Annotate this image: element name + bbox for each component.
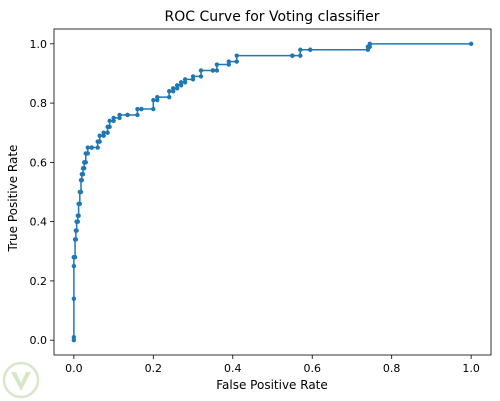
y-axis-ticks: 0.0 0.2 0.4 0.6 0.8 1.0 [30,38,54,347]
y-tick-label: 0.8 [30,97,48,110]
roc-point [80,172,86,177]
roc-point [170,86,176,91]
roc-point [97,139,102,144]
roc-point [107,124,112,129]
plot-frame [53,28,492,356]
y-axis-label: True Positive Rate [6,145,20,253]
roc-point [101,130,106,135]
roc-series [71,41,474,343]
roc-point [298,47,303,52]
x-tick-label: 0.8 [383,362,401,375]
roc-point [71,263,77,269]
roc-point [190,74,196,79]
roc-point [198,68,204,73]
roc-point [73,237,79,242]
roc-curve-line [73,43,472,341]
roc-point [72,255,78,260]
roc-point [75,219,81,224]
roc-point [107,118,112,124]
roc-point [210,68,216,73]
x-tick-label: 1.0 [462,362,480,375]
y-tick-label: 0.4 [30,216,48,229]
chart-title: ROC Curve for Voting classifier [165,9,380,25]
roc-point [77,201,83,207]
roc-point [85,151,90,156]
roc-point [214,68,220,73]
roc-point [125,112,130,118]
x-axis-label: False Positive Rate [216,378,328,392]
roc-point [85,145,90,150]
roc-point [298,53,303,58]
roc-point [139,106,144,112]
roc-point [95,145,100,150]
roc-point [234,53,239,58]
roc-point [89,145,94,150]
roc-point [83,160,88,165]
y-tick-label: 1.0 [30,38,48,51]
roc-point [111,115,116,121]
roc-point [135,106,140,112]
x-tick-label: 0.6 [303,362,321,375]
roc-point [105,130,110,135]
roc-point [214,62,220,67]
roc-point [151,106,156,112]
x-tick-label: 0.4 [224,362,242,375]
roc-point [117,112,122,118]
x-tick-label: 0.0 [65,362,83,375]
roc-point [198,74,204,79]
roc-point [174,83,180,88]
roc-point [367,41,373,47]
roc-point [308,47,313,52]
roc-point [78,189,84,195]
roc-point [151,97,156,103]
roc-point [468,41,474,47]
y-tick-label: 0.0 [30,334,48,347]
roc-point [79,177,85,183]
roc-point [135,112,140,118]
y-tick-label: 0.2 [30,275,48,288]
roc-point [226,59,231,64]
x-axis-ticks: 0.0 0.2 0.4 0.6 0.8 1.0 [65,355,480,375]
roc-point [97,133,102,138]
roc-point [71,335,77,340]
roc-point [234,59,239,64]
x-tick-label: 0.2 [145,362,163,375]
roc-point [76,213,81,218]
roc-point [81,166,87,171]
roc-point [167,89,172,94]
logo-watermark-icon [2,361,40,399]
roc-point [167,94,172,100]
roc-point [178,80,184,85]
roc-point [155,94,160,100]
roc-point [74,228,79,233]
roc-point [182,77,188,82]
roc-point [290,53,295,58]
roc-point [71,296,77,301]
plot-area [53,28,492,356]
y-tick-label: 0.6 [30,156,48,169]
